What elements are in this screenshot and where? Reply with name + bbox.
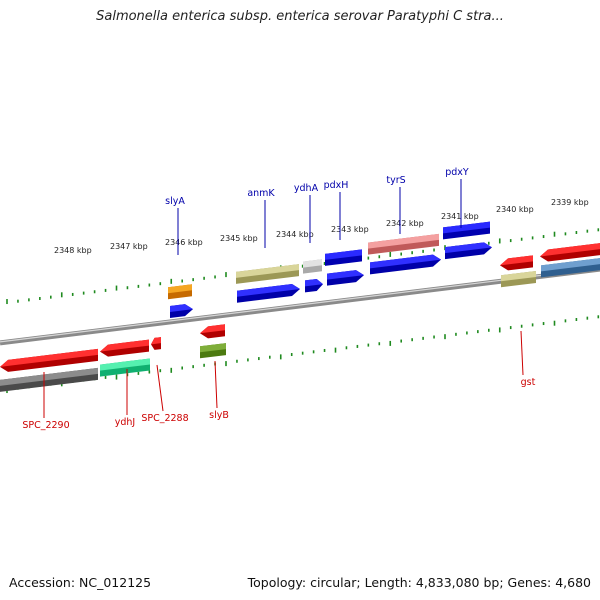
scale-tick-label: 2344 kbp: [276, 230, 314, 239]
map-shape: [168, 284, 192, 294]
gene-label-spc-2288: SPC_2288: [141, 413, 188, 424]
map-shape: [0, 367, 98, 386]
map-shape: [540, 243, 600, 257]
gene-slya: [170, 304, 193, 318]
map-shape: [305, 278, 323, 287]
map-shape: [368, 233, 439, 249]
map-shape: [443, 221, 490, 234]
gene-label-slya: slyA: [165, 196, 185, 207]
scale-tick-label: 2342 kbp: [386, 219, 424, 228]
feature-pdxh-cog: [325, 249, 362, 266]
gene-anmk: [237, 283, 300, 303]
backbone-line: [0, 266, 600, 346]
scale-tick-label: 2343 kbp: [331, 225, 369, 234]
gene-ydhj: [100, 339, 149, 357]
feature-slyb-cog: [200, 343, 226, 359]
feature-spc-2290-cog: [0, 367, 98, 392]
gene-pdxh: [327, 270, 364, 286]
feature-gst-cog: [501, 270, 536, 288]
map-shape: [100, 339, 149, 352]
map-shape: [327, 270, 364, 280]
feature-pdxy-cog: [443, 221, 490, 240]
feature-orange: [168, 284, 192, 300]
map-shape: [445, 242, 492, 254]
map-shape: [100, 358, 150, 371]
feature-anmk-cog: [236, 264, 299, 284]
map-title: Salmonella enterica subsp. enterica sero…: [96, 9, 504, 24]
scale-tick-label: 2339 kbp: [551, 198, 589, 207]
map-shape: [237, 283, 300, 297]
gene-label-pdxh: pdxH: [324, 180, 349, 191]
map-shape: [303, 259, 322, 268]
map-shape: [541, 258, 600, 272]
gene-right-red: [540, 243, 600, 262]
feature-tyrs-cog: [368, 233, 439, 255]
map-shape: [370, 254, 441, 269]
gene-spc-2288: [151, 337, 161, 350]
gene-tyrs: [370, 254, 441, 275]
leader-line: [520, 330, 524, 376]
map-shape: [200, 324, 225, 334]
map-shape: [325, 249, 362, 260]
gene-label-slyb: slyB: [209, 410, 229, 421]
feature-right-blue: [541, 258, 600, 278]
gene-label-pdxy: pdxY: [445, 167, 469, 178]
gene-label-gst: gst: [521, 377, 536, 388]
map-shape: [236, 264, 299, 278]
gene-features: [0, 221, 600, 392]
scale-tick-label: 2341 kbp: [441, 212, 479, 221]
scale-tick-label: 2348 kbp: [54, 246, 92, 255]
map-shape: [170, 304, 193, 312]
gene-ydha: [305, 278, 323, 293]
gene-slyb: [200, 324, 225, 339]
leader-line: [156, 364, 164, 412]
topology-label: Topology: circular; Length: 4,833,080 bp…: [247, 575, 591, 590]
gene-label-anmk: anmK: [247, 188, 275, 199]
scale-tick-label: 2345 kbp: [220, 234, 258, 243]
gene-label-spc-2290: SPC_2290: [22, 420, 69, 431]
accession-label: Accession: NC_012125: [9, 575, 152, 590]
feature-ydhj-cog: [100, 358, 150, 377]
gene-spc-2290: [0, 348, 98, 372]
map-shape: [151, 337, 161, 345]
gene-gst: [500, 255, 533, 271]
gene-label-ydha: ydhA: [294, 183, 319, 194]
scale-tick-label: 2347 kbp: [110, 242, 148, 251]
map-shape: [501, 270, 536, 282]
gene-pdxy: [445, 242, 492, 260]
genome-backbone: [0, 266, 600, 346]
leader-line: [214, 360, 218, 409]
scale-tick-label: 2346 kbp: [165, 238, 203, 247]
backbone-highlight: [0, 267, 600, 343]
gene-label-ydhj: ydhJ: [115, 417, 135, 428]
scale-tick-label: 2340 kbp: [496, 205, 534, 214]
gene-label-tyrs: tyrS: [386, 175, 405, 186]
map-shape: [500, 255, 533, 266]
map-shape: [200, 343, 226, 353]
feature-ydha-cog: [303, 259, 322, 274]
map-shape: [0, 348, 98, 367]
gene-labels: slyA anmK ydhA pdxH tyrS pdxY SPC_2290 ydhJ SPC_…: [22, 167, 535, 431]
scale-tick-labels: 2348 kbp 2347 kbp 2346 kbp 2345 kbp 2344 kbp…: [54, 198, 589, 255]
